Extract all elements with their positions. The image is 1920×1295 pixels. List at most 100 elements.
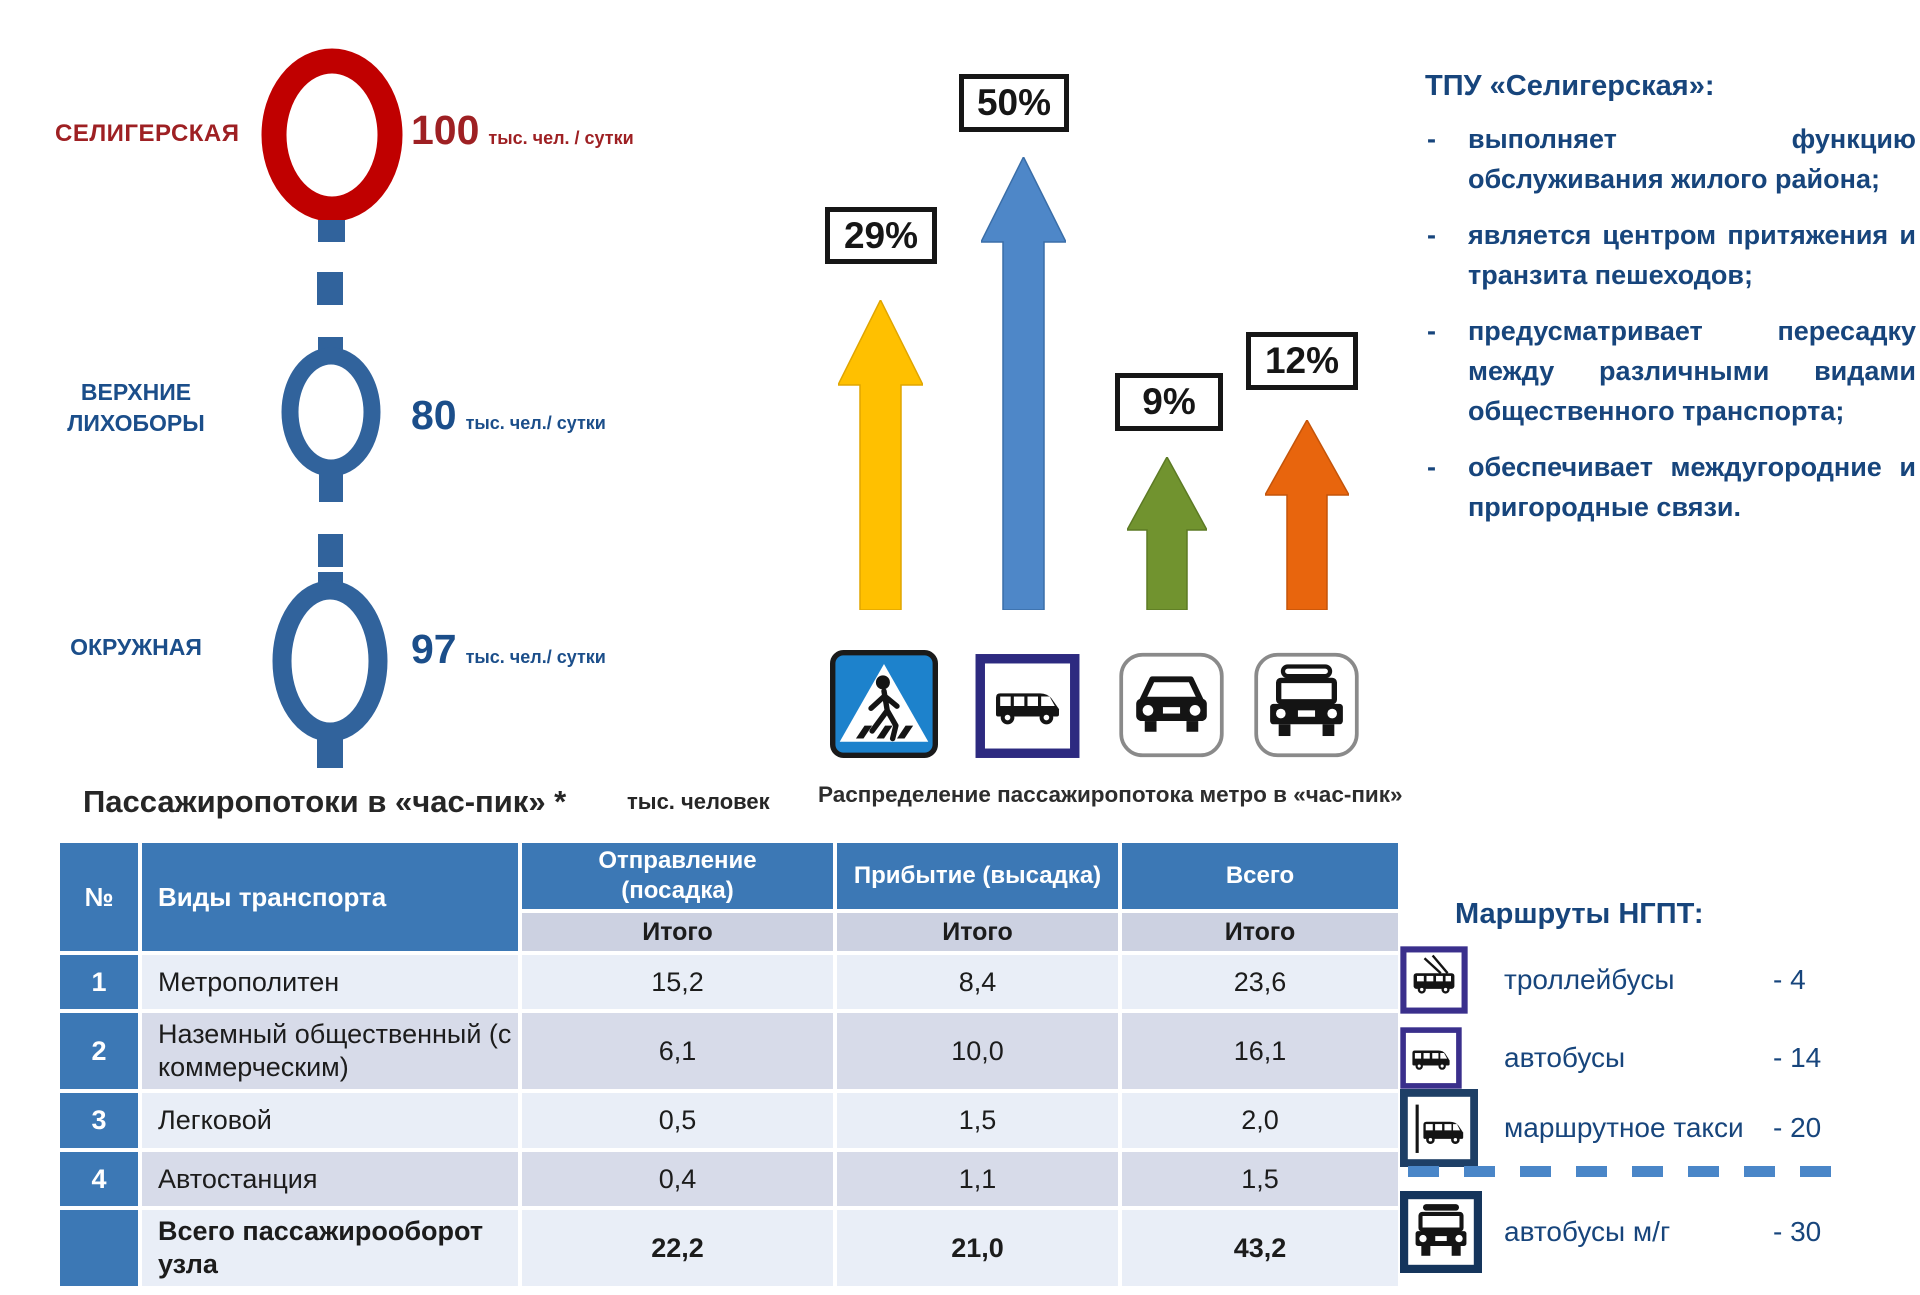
bullet-text: обеспечивает междугородние и пригородные… <box>1468 452 1916 522</box>
legend-value: - 30 <box>1773 1216 1822 1247</box>
station-value: 100 тыс. чел. / сутки <box>411 107 634 154</box>
legend-item-route-taxi: маршрутное такси - 20 <box>1400 1086 1821 1170</box>
trolleybus-icon <box>1400 946 1468 1014</box>
bullet-text: выполняет функцию обслуживания жилого ра… <box>1468 124 1916 194</box>
passenger-flows-table: № Виды транспорта Отправление (посадка) … <box>60 843 1398 1286</box>
flows-table-unit-note: тыс. человек <box>627 789 770 814</box>
bullet-item: - обеспечивает междугородние и пригородн… <box>1425 447 1916 527</box>
legend-iconbox <box>1400 1089 1504 1167</box>
percent-label-bus: 12% <box>1246 332 1358 390</box>
row-name: Автостанция <box>142 1152 518 1206</box>
station-ring-seligerskaya <box>261 48 403 222</box>
bullet-item: - является центром притяжения и транзита… <box>1425 215 1916 295</box>
row-total: 1,5 <box>1122 1152 1398 1206</box>
arrow-green <box>1127 457 1207 610</box>
row-name: Всего пассажирооборот узла <box>142 1210 518 1286</box>
bus-icon <box>1254 652 1359 758</box>
percent-label-minibus: 50% <box>959 74 1069 132</box>
percent-label-car: 9% <box>1115 373 1223 431</box>
bullet-marker: - <box>1427 220 1436 250</box>
line-stub <box>319 468 343 502</box>
line-dash <box>318 534 343 567</box>
legend-item-trolleybus: троллейбусы - 4 <box>1400 938 1806 1022</box>
minibus-sign <box>975 654 1080 758</box>
station-value: 80 тыс. чел./ сутки <box>411 392 606 439</box>
row-num: 3 <box>60 1093 138 1148</box>
station-name: ВЕРХНИЕ ЛИХОБОРЫ <box>67 379 205 436</box>
bullet-marker: - <box>1427 452 1436 482</box>
station-value-unit: тыс. чел./ сутки <box>465 413 606 433</box>
arrow-orange <box>1265 420 1349 610</box>
legend-iconbox <box>1400 1191 1504 1273</box>
metro-line-diagram <box>261 48 403 768</box>
row-arrival: 1,1 <box>837 1152 1118 1206</box>
line-stub <box>317 732 343 768</box>
percent-label-pedestrians: 29% <box>825 207 937 264</box>
right-text-panel: ТПУ «Селигерская»: - выполняет функцию о… <box>1400 70 1916 543</box>
legend-iconbox <box>1400 946 1504 1014</box>
arrow-yellow <box>838 300 923 610</box>
station-value: 97 тыс. чел./ сутки <box>411 626 606 673</box>
row-num <box>60 1210 138 1286</box>
flows-table-title: Пассажиропотоки в «час-пик» * <box>83 784 567 819</box>
line-stub <box>318 220 345 242</box>
pedestrian-crossing-sign <box>830 650 938 758</box>
legend-item-intercity-bus: автобусы м/г - 30 <box>1400 1190 1821 1274</box>
legend-label: маршрутное такси <box>1504 1112 1744 1143</box>
bullet-text: является центром притяжения и транзита п… <box>1468 220 1916 290</box>
row-departure: 22,2 <box>522 1210 833 1286</box>
row-name: Легковой <box>142 1093 518 1148</box>
route-taxi-icon <box>1400 1089 1478 1167</box>
bullet-item: - выполняет функцию обслуживания жилого … <box>1425 119 1916 199</box>
row-total: 2,0 <box>1122 1093 1398 1148</box>
col-header-num: № <box>60 843 138 951</box>
bus-side-icon <box>1400 1027 1462 1089</box>
row-departure: 6,1 <box>522 1013 833 1089</box>
row-total: 43,2 <box>1122 1210 1398 1286</box>
station-value-unit: тыс. чел./ сутки <box>465 647 606 667</box>
row-arrival: 21,0 <box>837 1210 1118 1286</box>
row-num: 4 <box>60 1152 138 1206</box>
intercity-bus-icon <box>1400 1191 1482 1273</box>
bullet-marker: - <box>1427 316 1436 346</box>
col-header-total: Всего <box>1122 843 1398 909</box>
line-dash <box>317 272 343 305</box>
bullet-item: - предусматривает пересадку между различ… <box>1425 311 1916 431</box>
row-total: 16,1 <box>1122 1013 1398 1089</box>
station-value-number: 100 <box>411 107 480 153</box>
bullet-marker: - <box>1427 124 1436 154</box>
arrow-blue <box>981 157 1066 610</box>
station-ring-okruzhnaya <box>272 580 388 742</box>
station-ring-verhnie-lihobory <box>281 347 381 477</box>
row-num: 1 <box>60 955 138 1009</box>
station-value-number: 97 <box>411 626 457 672</box>
row-total: 23,6 <box>1122 955 1398 1009</box>
legend-label: автобусы <box>1504 1042 1626 1073</box>
ngpt-legend-title: Маршруты НГПТ: <box>1455 898 1704 930</box>
legend-value: - 20 <box>1773 1112 1822 1143</box>
subheader-itogo: Итого <box>1122 913 1398 951</box>
row-name: Наземный общественный (с коммерческим) <box>142 1013 518 1089</box>
row-arrival: 8,4 <box>837 955 1118 1009</box>
station-name: ОКРУЖНАЯ <box>70 634 202 660</box>
station-name: СЕЛИГЕРСКАЯ <box>55 120 240 147</box>
subheader-itogo: Итого <box>522 913 833 951</box>
legend-iconbox <box>1400 1027 1504 1089</box>
row-arrival: 1,5 <box>837 1093 1118 1148</box>
col-header-types: Виды транспорта <box>142 843 518 951</box>
bullet-text: предусматривает пересадку между различны… <box>1468 316 1916 426</box>
row-arrival: 10,0 <box>837 1013 1118 1089</box>
panel-title: ТПУ «Селигерская»: <box>1425 70 1715 102</box>
dashed-separator <box>1408 1166 1848 1177</box>
col-header-departure: Отправление (посадка) <box>522 843 833 909</box>
row-num: 2 <box>60 1013 138 1089</box>
row-departure: 15,2 <box>522 955 833 1009</box>
legend-item-bus: автобусы - 14 <box>1400 1016 1821 1100</box>
station-value-number: 80 <box>411 392 457 438</box>
legend-label: автобусы м/г <box>1504 1216 1671 1247</box>
legend-value: - 4 <box>1773 964 1806 995</box>
row-departure: 0,5 <box>522 1093 833 1148</box>
station-value-unit: тыс. чел. / сутки <box>488 128 634 148</box>
row-name: Метрополитен <box>142 955 518 1009</box>
